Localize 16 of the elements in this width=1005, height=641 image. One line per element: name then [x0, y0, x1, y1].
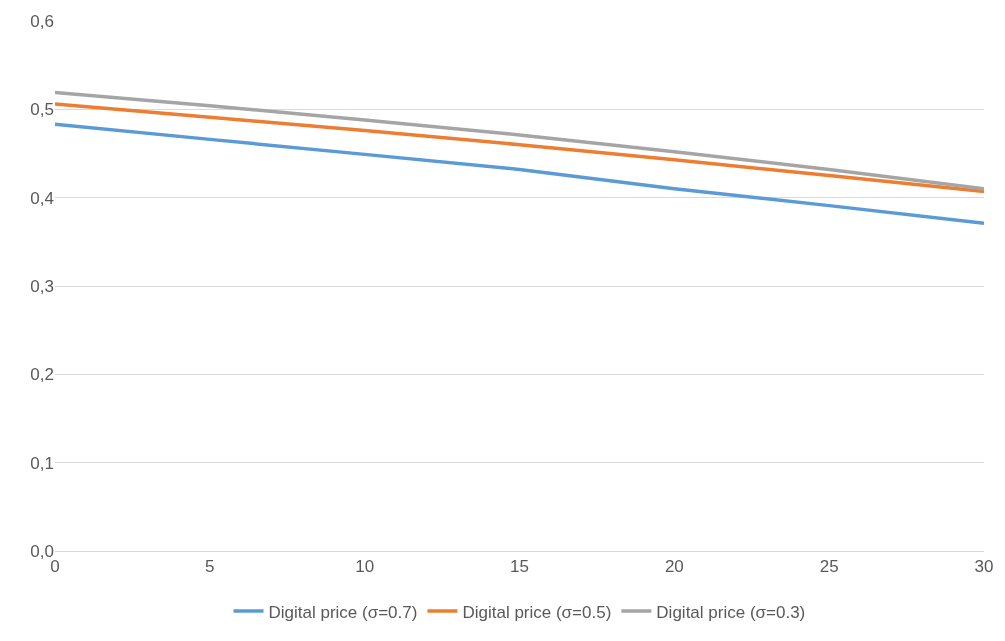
y-tick-label: 0,2 — [30, 365, 54, 385]
line-series — [55, 122, 984, 226]
y-tick-label: 0,4 — [30, 188, 54, 208]
x-tick-label: 10 — [355, 557, 375, 577]
y-tick-label: 0,3 — [30, 276, 54, 296]
y-tick-label: 0,6 — [30, 11, 54, 31]
legend-label: Digital price (σ=0.3) — [656, 602, 806, 622]
y-tick-label: 0,5 — [30, 100, 54, 120]
x-tick-label: 20 — [664, 557, 684, 577]
legend-label: Digital price (σ=0.7) — [268, 602, 418, 622]
x-tick-label: 25 — [819, 557, 839, 577]
x-tick-label: 30 — [974, 557, 994, 577]
legend-label: Digital price (σ=0.5) — [462, 602, 612, 622]
y-tick-label: 0,1 — [30, 453, 54, 473]
x-tick-label: 5 — [205, 557, 215, 577]
x-tick-label: 15 — [510, 557, 529, 577]
